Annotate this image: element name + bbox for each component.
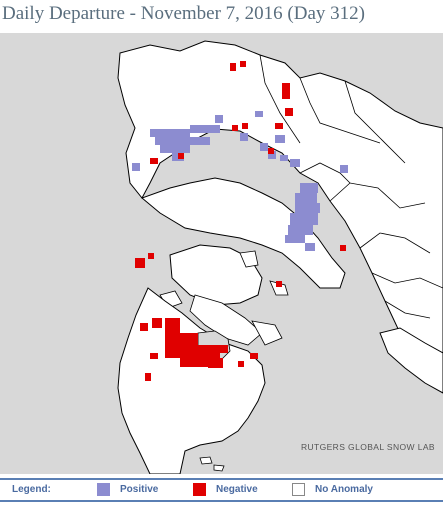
legend-label-positive: Positive	[120, 484, 159, 495]
caribbean	[199, 456, 225, 472]
legend: Legend: Positive Negative No Anomaly	[0, 478, 443, 502]
asia-south	[379, 327, 443, 394]
arctic-islands	[159, 250, 289, 346]
legend-heading: Legend:	[12, 484, 51, 495]
legend-label-negative: Negative	[216, 484, 258, 495]
eurasia-borders	[259, 54, 443, 319]
snow-anomaly-map: RUTGERS GLOBAL SNOW LAB	[0, 33, 443, 474]
legend-swatch-no-anomaly	[292, 483, 305, 496]
credit-label: RUTGERS GLOBAL SNOW LAB	[300, 442, 435, 452]
positive-anomaly-cells	[132, 111, 348, 251]
map-title: Daily Departure - November 7, 2016 (Day …	[0, 0, 443, 33]
greenland	[169, 244, 263, 306]
legend-label-no-anomaly: No Anomaly	[315, 484, 373, 495]
europe-landmass	[141, 177, 346, 289]
polar-map-svg	[0, 33, 443, 474]
negative-anomaly-cells	[135, 61, 346, 381]
legend-swatch-negative	[193, 483, 206, 496]
legend-swatch-positive	[97, 483, 110, 496]
